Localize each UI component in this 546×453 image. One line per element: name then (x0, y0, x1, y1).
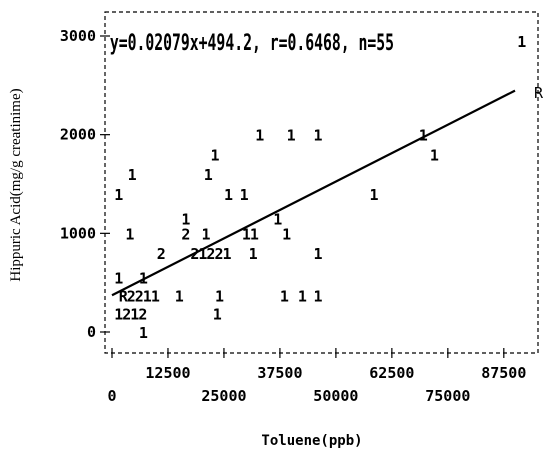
data-point: 1 (202, 225, 211, 243)
data-point: 1 (128, 166, 137, 184)
x-axis-ticks: 12500 37500 62500 87500 0 25000 50000 75000 (107, 348, 526, 405)
right-edge-marker: R (534, 84, 544, 102)
y-tick-label: 1000 (60, 224, 96, 242)
data-point: 1 (114, 270, 123, 288)
data-point: 1 (314, 127, 323, 145)
data-point: 1 (125, 225, 134, 243)
data-point: 1 (224, 186, 233, 204)
data-point: 1 (211, 146, 220, 164)
data-point: 1 (314, 245, 323, 263)
x-tick-label: 87500 (481, 364, 526, 382)
x-tick-label: 25000 (201, 387, 246, 405)
data-point: 1 (298, 287, 307, 305)
regression-group (111, 89, 516, 297)
data-point: 21221 (190, 245, 231, 263)
data-point: 1 (213, 305, 222, 323)
data-point: 1 (419, 127, 428, 145)
x-tick-label: 62500 (369, 364, 414, 382)
plot-frame (104, 11, 539, 354)
data-point: 1 (273, 211, 282, 229)
x-axis-label: Toluene(ppb) (261, 433, 362, 449)
x-tick-label: 0 (107, 387, 116, 405)
data-point: 1 (215, 287, 224, 305)
x-tick-label: 50000 (313, 387, 358, 405)
data-point: 1 (240, 186, 249, 204)
data-point: 1 (314, 287, 323, 305)
x-tick-label: 12500 (145, 364, 190, 382)
y-tick-label: 0 (87, 323, 96, 341)
data-point: 1 (175, 287, 184, 305)
data-point: 1 (369, 186, 378, 204)
y-tick-label: 2000 (60, 126, 96, 144)
x-tick-label: 37500 (257, 364, 302, 382)
data-point: 1 (255, 127, 264, 145)
data-point: R2211 (119, 287, 160, 305)
y-axis-label: Hippuric Acid(mg/g creatinime) (8, 88, 24, 281)
regression-annotation: y=0.02079x+494.2, r=0.6468, n=55 (110, 30, 394, 56)
data-point: 1 (282, 225, 291, 243)
y-tick-label: 3000 (60, 27, 96, 45)
data-point: 2 (157, 245, 165, 263)
data-point: 1 (287, 127, 296, 145)
data-point: 1 (430, 146, 439, 164)
regression-line (111, 89, 516, 297)
data-point: 1 (114, 186, 123, 204)
data-point: 1 (204, 166, 213, 184)
data-point: 11 (242, 225, 259, 243)
data-point: 1 (139, 324, 148, 342)
data-point: 1 (139, 270, 148, 288)
data-point: 2 (181, 225, 189, 243)
data-point: 1 (181, 211, 190, 229)
x-tick-label: 75000 (425, 387, 470, 405)
data-point: 1 (249, 245, 258, 263)
data-point: 1 (517, 33, 526, 51)
data-point: 1 (280, 287, 289, 305)
data-point: 1212 (114, 305, 146, 323)
y-axis-ticks: 3000 2000 1000 0 (60, 27, 110, 341)
